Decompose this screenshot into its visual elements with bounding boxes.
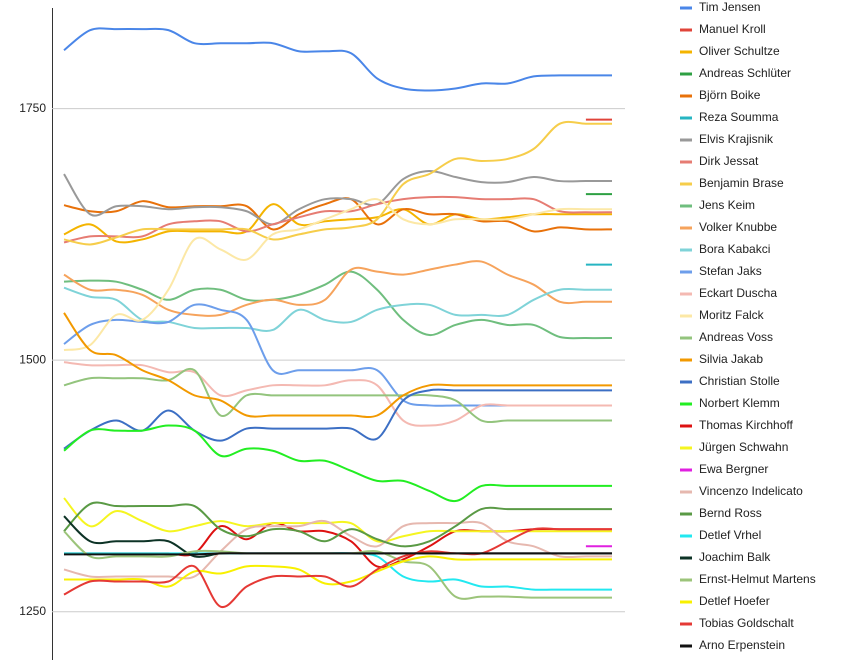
series-line: [63, 260, 612, 317]
legend-label: Andreas Voss: [699, 330, 773, 344]
series-line: [63, 195, 613, 244]
legend-label: Norbert Klemm: [699, 396, 780, 410]
series-line: [63, 424, 612, 503]
series-line: [63, 367, 612, 424]
series-line: [63, 361, 612, 427]
y-tick-label: 1250: [19, 604, 46, 618]
legend-label: Arno Erpenstein: [699, 638, 785, 652]
series-line: [63, 519, 612, 580]
series-line: [63, 497, 612, 543]
series-line: [63, 527, 612, 608]
series-line: [64, 552, 612, 556]
legend-label: Tim Jensen: [699, 0, 761, 14]
legend-label: Christian Stolle: [699, 374, 780, 388]
legend-label: Elvis Krajisnik: [699, 132, 774, 146]
series-line: [63, 169, 612, 226]
legend-label: Detlef Hoefer: [699, 594, 770, 608]
series-line: [64, 555, 612, 588]
series-line: [63, 388, 612, 450]
series-line: [63, 120, 612, 246]
legend-label: Bernd Ross: [699, 506, 762, 520]
legend-label: Joachim Balk: [699, 550, 771, 564]
series-line: [63, 203, 612, 244]
legend-label: Vincenzo Indelicato: [699, 484, 803, 498]
legend-label: Eckart Duscha: [699, 286, 777, 300]
legend-label: Jürgen Schwahn: [699, 440, 788, 454]
series-line: [63, 197, 613, 233]
legend-label: Moritz Falck: [699, 308, 765, 322]
legend-label: Volker Knubbe: [699, 220, 777, 234]
legend-label: Reza Soumma: [699, 110, 779, 124]
legend-label: Manuel Kroll: [699, 22, 766, 36]
y-tick-label: 1500: [19, 352, 46, 366]
series-line: [63, 312, 612, 418]
series-line: [63, 197, 612, 352]
legend-label: Oliver Schultze: [699, 44, 780, 58]
legend-label: Detlef Vrhel: [699, 528, 761, 542]
series-line: [63, 270, 613, 340]
series-line: [63, 286, 612, 332]
legend-label: Thomas Kirchhoff: [699, 418, 793, 432]
series-line: [63, 501, 613, 548]
legend-label: Dirk Jessat: [699, 154, 759, 168]
legend-label: Benjamin Brase: [699, 176, 784, 190]
legend-label: Björn Boike: [699, 88, 761, 102]
legend-label: Jens Keim: [699, 198, 755, 212]
y-tick-label: 1750: [19, 101, 46, 115]
legend-label: Stefan Jaks: [699, 264, 762, 278]
legend-label: Ernst-Helmut Martens: [699, 572, 816, 586]
legend-label: Tobias Goldschalt: [699, 616, 794, 630]
series-line: [63, 27, 612, 92]
legend-label: Ewa Bergner: [699, 462, 768, 476]
legend-label: Bora Kabakci: [699, 242, 770, 256]
legend-label: Silvia Jakab: [699, 352, 763, 366]
legend-label: Andreas Schlüter: [699, 66, 791, 80]
